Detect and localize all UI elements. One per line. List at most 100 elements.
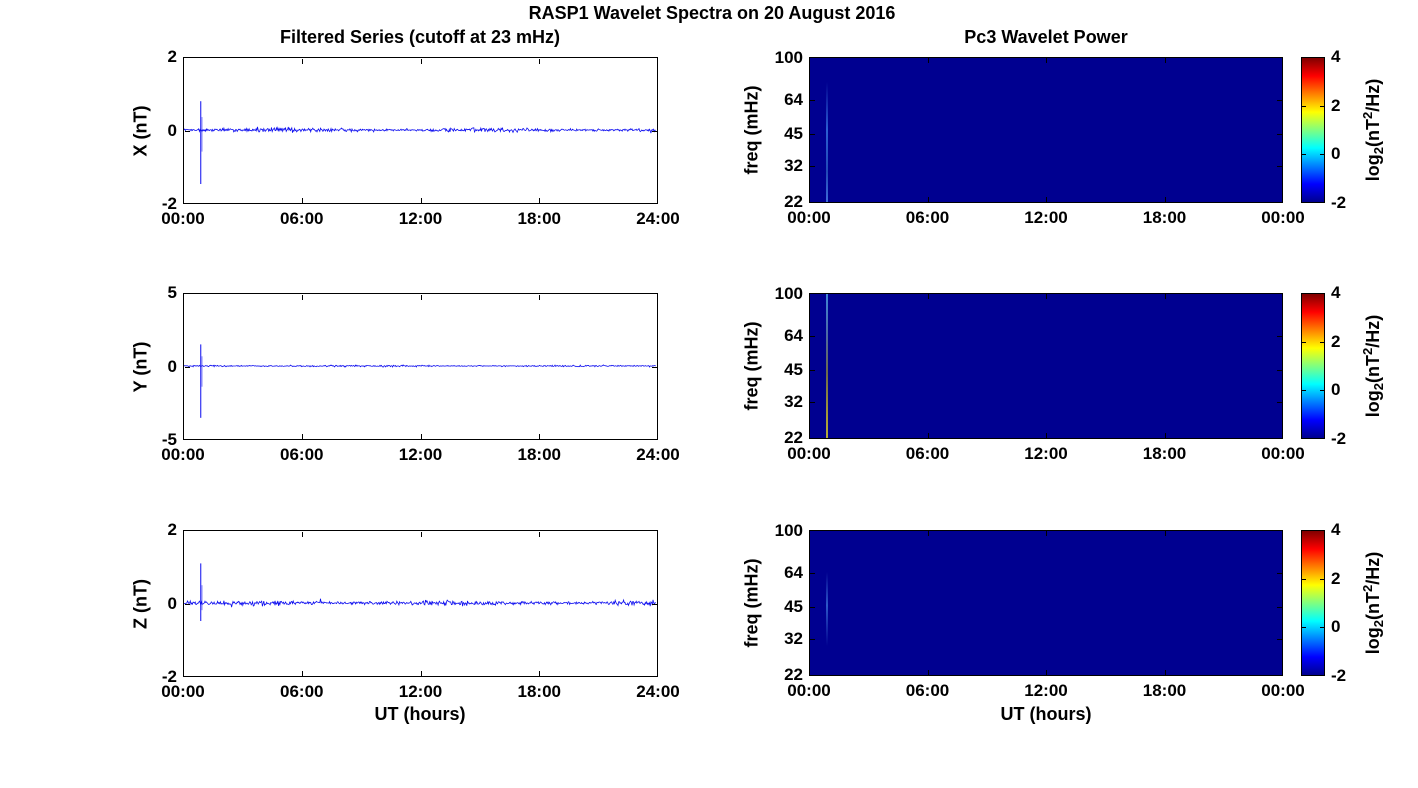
axis-tick-mark xyxy=(1302,627,1306,629)
axis-tick-mark xyxy=(810,606,815,608)
axis-tick-mark xyxy=(1302,105,1306,107)
colorbar-y xyxy=(1301,293,1325,439)
x-tick-label: 24:00 xyxy=(636,445,680,464)
time-series-panel-y xyxy=(183,293,658,440)
axis-tick-mark xyxy=(1320,390,1324,392)
x-tick-label: 00:00 xyxy=(1261,208,1305,227)
axis-tick-mark xyxy=(420,433,422,439)
axis-tick-mark xyxy=(810,336,815,338)
axis-tick-mark xyxy=(539,670,541,676)
freq-axis-label-x: freq (mHz) xyxy=(741,85,762,175)
noise-trace xyxy=(184,598,656,608)
freq-tick-label: 64 xyxy=(784,90,803,110)
x-tick-label: 12:00 xyxy=(398,682,443,701)
axis-tick-mark xyxy=(1046,58,1047,63)
freq-tick-label: 22 xyxy=(784,192,803,211)
freq-tick-label: 32 xyxy=(784,156,803,176)
spectrogram-panel-y xyxy=(809,293,1283,439)
x-tick-label: 12:00 xyxy=(1024,681,1068,700)
axis-tick-mark xyxy=(1320,578,1324,580)
axis-tick-mark xyxy=(184,603,190,605)
axis-tick-mark xyxy=(301,294,303,300)
x-tick-label: 12:00 xyxy=(398,445,443,464)
y-tick-label: 0 xyxy=(167,356,177,376)
axis-tick-mark xyxy=(927,294,929,299)
ut-hours-label-left: UT (hours) xyxy=(374,704,466,724)
x-tick-label: 24:00 xyxy=(636,682,680,701)
colorbar-tick-label: 2 xyxy=(1331,568,1341,588)
freq-tick-label: 64 xyxy=(784,563,803,583)
y-tick-label: 2 xyxy=(167,520,177,539)
noise-trace xyxy=(184,364,656,368)
y-tick-label: -2 xyxy=(161,194,177,213)
axis-tick-mark xyxy=(539,433,541,439)
freq-tick-label: 45 xyxy=(784,596,803,616)
axis-tick-mark xyxy=(1046,670,1047,675)
axis-tick-mark xyxy=(1277,166,1282,168)
axis-tick-mark xyxy=(539,294,541,300)
axis-tick-mark xyxy=(420,58,422,64)
x-tick-label: 00:00 xyxy=(1261,444,1305,463)
y-tick-label: 0 xyxy=(167,593,177,613)
axis-tick-mark xyxy=(810,100,815,102)
left-column-title: Filtered Series (cutoff at 23 mHz) xyxy=(279,27,561,47)
axis-tick-mark xyxy=(1164,58,1166,63)
y-axis-label-y: Y (nT) xyxy=(130,341,151,392)
freq-tick-label: 32 xyxy=(784,629,803,649)
x-tick-label: 12:00 xyxy=(1024,208,1068,227)
x-tick-label: 00:00 xyxy=(787,444,831,463)
axis-tick-mark xyxy=(539,197,541,203)
x-tick-label: 06:00 xyxy=(905,208,950,227)
colorbar-tick-label: 0 xyxy=(1331,144,1341,164)
y-axis-label-z: Z (nT) xyxy=(130,578,151,629)
axis-tick-mark xyxy=(1277,402,1282,404)
axis-tick-mark xyxy=(539,531,541,537)
x-tick-label: 00:00 xyxy=(787,681,831,700)
colorbar-tick-label: 2 xyxy=(1331,95,1341,115)
freq-axis-label-y: freq (mHz) xyxy=(741,321,762,411)
colorbar-label-x: log2(nT2/Hz) xyxy=(1360,78,1386,182)
figure-title: RASP1 Wavelet Spectra on 20 August 2016 xyxy=(528,3,896,23)
axis-tick-mark xyxy=(1320,341,1324,343)
axis-tick-mark xyxy=(420,294,422,300)
axis-tick-mark xyxy=(651,603,657,605)
noise-trace xyxy=(184,126,656,134)
x-tick-label: 06:00 xyxy=(280,445,324,464)
freq-tick-label: 45 xyxy=(784,123,803,143)
axis-tick-mark xyxy=(1046,294,1047,299)
x-tick-label: 06:00 xyxy=(905,681,950,700)
axis-tick-mark xyxy=(301,197,303,203)
wavelet-streak xyxy=(825,81,828,202)
axis-tick-mark xyxy=(1277,100,1282,102)
axis-tick-mark xyxy=(1320,627,1324,629)
y-tick-label: 2 xyxy=(167,47,177,66)
colorbar-tick-label: -2 xyxy=(1331,666,1347,685)
colorbar-z xyxy=(1301,530,1325,676)
axis-tick-mark xyxy=(927,433,929,438)
x-tick-label: 06:00 xyxy=(905,444,950,463)
axis-tick-mark xyxy=(1302,154,1306,156)
wavelet-streak xyxy=(825,571,828,646)
colorbar-tick-label: -2 xyxy=(1331,193,1347,212)
axis-tick-mark xyxy=(927,531,929,536)
axis-tick-mark xyxy=(301,531,303,537)
axis-tick-mark xyxy=(1302,578,1306,580)
time-series-trace-x xyxy=(184,101,656,184)
axis-tick-mark xyxy=(1046,531,1047,536)
wavelet-streak xyxy=(825,294,828,438)
x-tick-label: 18:00 xyxy=(1142,208,1187,227)
x-tick-label: 18:00 xyxy=(1142,681,1187,700)
axis-tick-mark xyxy=(810,573,815,575)
axis-tick-mark xyxy=(420,197,422,203)
axis-tick-mark xyxy=(927,197,929,202)
axis-tick-mark xyxy=(651,366,657,368)
axis-tick-mark xyxy=(1164,531,1166,536)
colorbar-label-z: log2(nT2/Hz) xyxy=(1360,551,1386,655)
axis-tick-mark xyxy=(1164,294,1166,299)
y-axis-label-x: X (nT) xyxy=(130,105,151,156)
y-tick-label: -5 xyxy=(161,430,177,449)
x-tick-label: 18:00 xyxy=(517,209,561,228)
axis-tick-mark xyxy=(1302,341,1306,343)
x-tick-label: 18:00 xyxy=(517,682,561,701)
